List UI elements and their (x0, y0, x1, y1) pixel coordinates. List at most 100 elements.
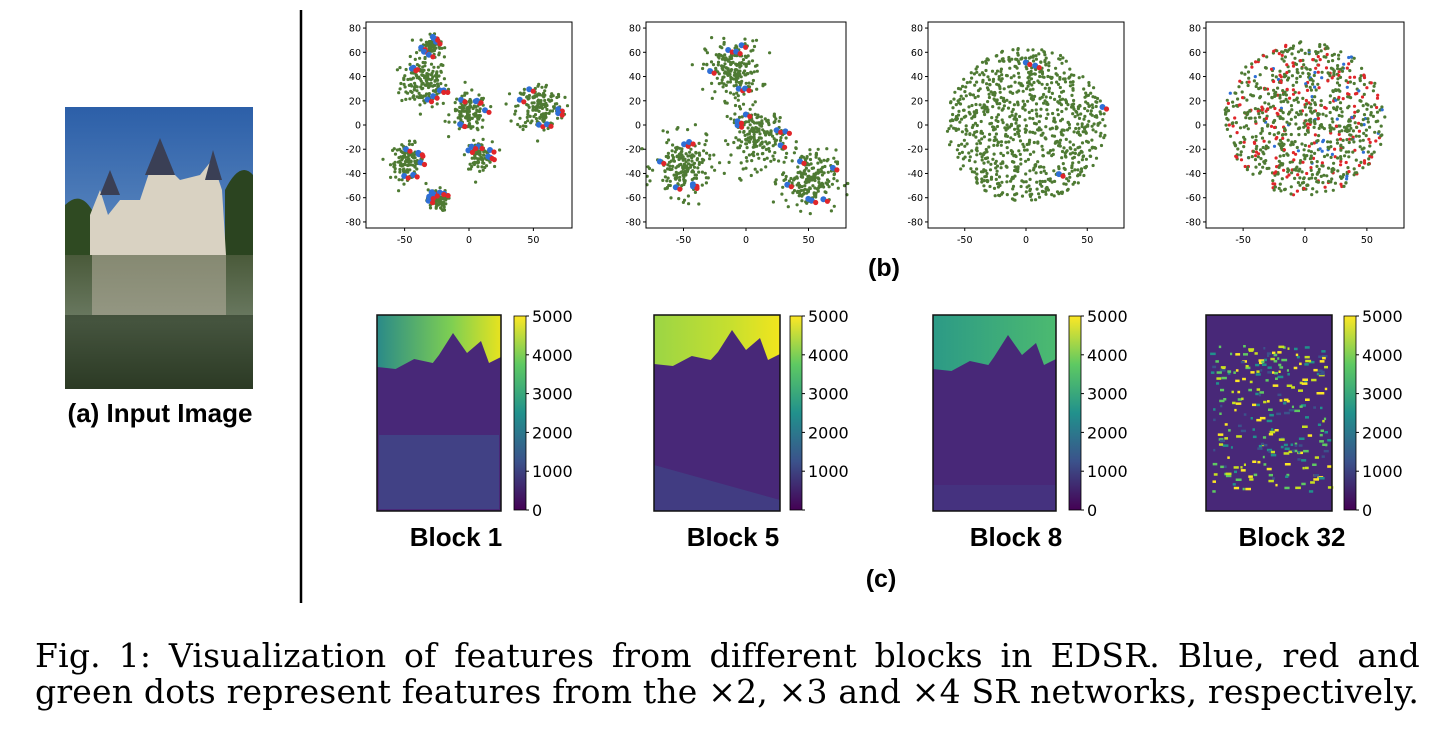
panel-b-label: (b) (868, 254, 900, 282)
scatter-point (1039, 60, 1043, 64)
scatter-point (1311, 82, 1315, 86)
scatter-point (403, 74, 407, 78)
scatter-point (1041, 148, 1045, 152)
scatter-point (531, 105, 536, 109)
scatter-point (1014, 121, 1018, 125)
scatter-point (1068, 67, 1072, 71)
y-tick-label: 0 (635, 121, 641, 132)
scatter-point (1332, 69, 1336, 73)
scatter-point (961, 108, 966, 112)
scatter-point (1330, 76, 1334, 80)
scatter-point (1244, 65, 1248, 69)
scatter-point (553, 102, 558, 106)
scatter-point (471, 125, 475, 129)
y-tick-label: 60 (349, 48, 361, 59)
scatter-point (1090, 103, 1094, 107)
scatter-point (989, 162, 993, 166)
scatter-point (458, 110, 462, 114)
y-tick-label: -40 (1185, 169, 1201, 180)
scatter-point (1024, 159, 1028, 163)
heatmap-activation (1213, 473, 1218, 476)
scatter-point (1067, 179, 1071, 183)
scatter-point (755, 130, 759, 134)
scatter-point (1345, 85, 1349, 89)
scatter-point (1333, 181, 1337, 185)
colorbar-tick-label: 2000 (532, 423, 573, 442)
scatter-point (1280, 53, 1284, 58)
scatter-point (751, 39, 755, 43)
scatter-point (412, 156, 416, 160)
scatter-point (744, 81, 748, 85)
scatter-point (476, 158, 480, 162)
scatter-point (991, 77, 996, 81)
scatter-point-x3 (434, 95, 440, 101)
scatter-point (1339, 159, 1343, 163)
scatter-point (769, 132, 773, 136)
scatter-point (1022, 145, 1026, 149)
heatmap-activation (1286, 384, 1293, 387)
scatter-point (548, 109, 552, 113)
scatter-point (1033, 131, 1037, 135)
scatter-point (419, 38, 423, 42)
scatter-point (1346, 106, 1350, 110)
scatter-point (671, 164, 675, 168)
scatter-point (1277, 52, 1281, 56)
scatter-point (1091, 106, 1095, 110)
scatter-point (419, 85, 423, 89)
caption-text: Visualization of features from different… (35, 636, 1420, 711)
scatter-point (1005, 123, 1009, 127)
scatter-point (1243, 111, 1247, 115)
y-tick-label: -60 (625, 193, 641, 204)
scatter-point (1295, 189, 1299, 193)
scatter-point (411, 76, 415, 80)
scatter-point (1319, 99, 1323, 103)
scatter-point (804, 179, 808, 183)
scatter-point (1068, 84, 1072, 88)
scatter-point (743, 37, 747, 41)
scatter-point (1350, 115, 1354, 119)
y-tick-label: 0 (917, 121, 923, 132)
scatter-point (727, 160, 731, 164)
scatter-point (1315, 190, 1319, 194)
scatter-point (1238, 126, 1243, 130)
scatter-point (964, 132, 968, 136)
scatter-point (694, 151, 698, 155)
scatter-point (1244, 116, 1248, 120)
scatter-point-x3 (441, 192, 447, 198)
y-tick-label: 40 (911, 72, 923, 83)
scatter-point (737, 115, 742, 119)
scatter-point (1059, 130, 1063, 134)
scatter-point (470, 116, 474, 120)
scatter-point (463, 91, 467, 95)
scatter-point (1319, 103, 1323, 107)
scatter-point (1314, 59, 1318, 63)
scatter-point (985, 178, 989, 183)
heatmap-activation (1224, 437, 1228, 440)
scatter-point (700, 183, 704, 187)
colorbar-tick-label: 4000 (1087, 346, 1128, 365)
scatter-point (978, 73, 982, 77)
scatter-point (693, 190, 698, 194)
scatter-point (516, 122, 520, 127)
heatmap-activation (1266, 448, 1273, 452)
scatter-point (1253, 158, 1258, 162)
scatter-point (1284, 97, 1288, 101)
scatter-point (1088, 148, 1092, 152)
scatter-point (1251, 149, 1256, 154)
scatter-point (721, 85, 725, 89)
scatter-point (686, 194, 691, 198)
scatter-point (1021, 142, 1025, 146)
heatmap-activation (1308, 490, 1314, 493)
heatmap-activation (1322, 355, 1328, 358)
scatter-point-x3 (1027, 61, 1033, 68)
scatter-point (394, 175, 398, 179)
scatter-point-x3 (479, 145, 485, 152)
y-tick-label: -60 (907, 193, 923, 204)
y-tick-label: 60 (1189, 48, 1201, 59)
scatter-point (767, 147, 771, 151)
scatter-point-x3 (462, 99, 468, 105)
scatter-point (1347, 119, 1351, 123)
scatter-point (1362, 82, 1366, 87)
scatter-point (1063, 167, 1067, 171)
scatter-point (1071, 87, 1075, 91)
